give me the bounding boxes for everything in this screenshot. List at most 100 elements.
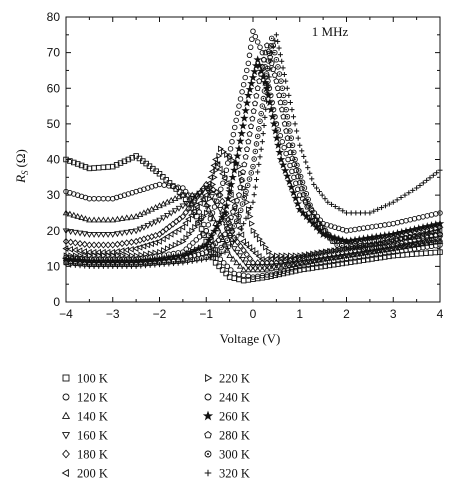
data-point [231,158,241,167]
data-point [109,241,116,249]
data-point [436,237,444,244]
data-point [351,252,359,258]
data-point [140,224,148,231]
data-point [305,196,311,203]
data-point [298,208,308,217]
marker-dot [287,123,290,125]
data-point [214,252,220,258]
data-point [180,260,186,266]
marker-dot [395,245,397,247]
data-point [328,254,335,261]
data-point [260,95,267,102]
data-point [326,255,333,262]
data-point [244,182,251,189]
data-point [299,179,306,186]
data-point [382,203,388,209]
data-point [242,153,249,160]
legend-marker [205,373,213,383]
data-point [256,126,262,132]
data-point [203,256,209,262]
data-point [245,266,252,273]
data-point [186,198,193,205]
y-axis-title-main: R [13,175,28,184]
data-point [238,176,245,183]
data-point [241,106,250,115]
data-point [284,134,291,141]
data-point [313,257,321,264]
data-point [418,250,425,257]
data-point [81,240,88,248]
data-point [208,188,215,195]
data-point [167,210,175,217]
data-point [282,99,288,106]
data-point [273,77,280,84]
y-axis-title-sub: S [20,170,30,175]
data-point [238,121,248,130]
marker-dot [226,239,229,242]
data-point [72,262,78,268]
data-point [301,153,307,159]
data-point [203,227,209,234]
data-point [247,123,255,130]
data-point [119,263,125,269]
data-point [180,238,187,245]
y-tick-label: 50 [47,117,61,131]
data-point [335,246,342,254]
marker-dot [289,130,291,132]
data-point [249,115,256,122]
marker-ring [268,35,275,42]
marker-dot [377,246,380,249]
data-point [427,175,433,181]
marker-ring [229,227,235,234]
data-point [207,231,216,240]
data-point [218,213,227,222]
data-point [277,132,284,139]
data-point [355,251,363,258]
data-point [234,110,241,116]
data-point [114,231,121,238]
data-point [163,177,169,183]
data-point [216,263,222,270]
legend-label: 220 K [219,372,250,386]
data-point [306,209,313,216]
data-point [202,185,210,192]
data-point [188,200,195,209]
marker-ring [246,176,253,182]
data-point [222,249,228,255]
data-point [316,220,323,227]
data-point [63,156,69,163]
data-point [231,203,239,209]
data-point [263,244,270,251]
data-point [245,84,255,94]
data-point [309,208,315,214]
data-point [171,208,179,215]
data-point [288,252,294,259]
data-point [237,184,244,191]
data-point [62,209,70,216]
data-point [95,164,102,171]
data-point [239,201,246,207]
data-point [160,174,166,180]
data-point [216,152,223,160]
marker-ring [251,156,257,162]
data-point [128,263,134,269]
marker-ring [284,113,291,120]
data-point [68,262,74,268]
marker-dot [434,241,437,243]
data-point [309,176,315,182]
data-point [233,218,240,224]
data-point [319,224,326,230]
marker-dot [305,192,308,195]
data-point [239,89,245,95]
data-point [430,172,436,178]
data-point [247,213,254,220]
marker-dot [299,175,302,178]
legend-item: 240 K [204,391,250,405]
data-point [275,147,284,156]
marker-dot [264,82,267,85]
data-point [100,263,106,269]
marker-dot [294,158,296,161]
legend-item: 180 K [62,448,108,462]
legend-label: 180 K [77,448,108,462]
data-point [152,239,158,246]
